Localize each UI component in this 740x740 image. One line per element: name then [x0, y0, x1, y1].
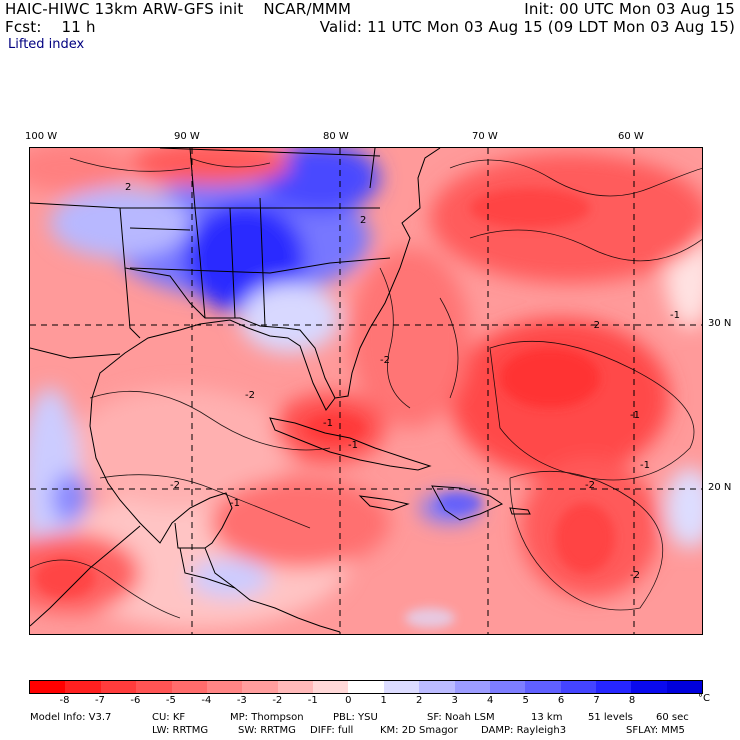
lat-lon-grid: [30, 148, 702, 634]
lon-label-90w: 90 W: [174, 131, 200, 142]
model-info-km: KM: 2D Smagor: [380, 725, 458, 736]
colorbar-cell: [136, 681, 172, 693]
header-title: HAIC-HIWC 13km ARW-GFS init NCAR/MMM: [5, 0, 352, 18]
colorbar-cell: [65, 681, 101, 693]
colorbar-tick-label: -1: [307, 695, 318, 706]
colorbar-cell: [525, 681, 561, 693]
colorbar-cell: [348, 681, 384, 693]
colorbar-tick-label: 1: [380, 695, 387, 706]
lifted-index-map: 2 -1 2 -2 -2 -2 -1 -2 -2 -2 -1 -1 -1 -1: [29, 147, 703, 635]
contour-label: -1: [348, 440, 358, 451]
contour-label: 2: [360, 215, 366, 226]
colorbar-tick-label: 5: [522, 695, 529, 706]
colorbar-cell: [242, 681, 278, 693]
lat-label-20n: 20 N: [708, 482, 732, 493]
model-info-sf: SF: Noah LSM: [427, 712, 495, 723]
colorbar-tick-label: 3: [451, 695, 458, 706]
colorbar-cell: [100, 681, 137, 693]
model-info-levels: 51 levels: [588, 712, 633, 723]
colorbar-tick-label: -6: [130, 695, 141, 706]
contour-label: -1: [323, 418, 333, 429]
header-init-time: Init: 00 UTC Mon 03 Aug 15: [524, 0, 735, 18]
colorbar-tick-label: 2: [416, 695, 423, 706]
model-info-damp: DAMP: Rayleigh3: [481, 725, 567, 736]
contour-label: -1: [630, 410, 640, 421]
model-info-lw: LW: RRTMG: [152, 725, 209, 736]
colorbar-tick-label: -8: [59, 695, 70, 706]
colorbar-cell: [313, 681, 349, 693]
colorbar-tick-label: -2: [272, 695, 283, 706]
colorbar-cell: [30, 681, 66, 693]
contour-label: -2: [585, 480, 595, 491]
contour-label: -2: [380, 355, 390, 366]
colorbar-cell: [419, 681, 455, 693]
colorbar-cell: [489, 681, 526, 693]
model-info-mp: MP: Thompson: [230, 712, 304, 723]
colorbar-cell: [383, 681, 420, 693]
model-info-sflay: SFLAY: MM5: [626, 725, 685, 736]
lat-label-30n: 30 N: [708, 318, 732, 329]
model-info-sw: SW: RRTMG: [238, 725, 296, 736]
model-info-timestep: 60 sec: [656, 712, 689, 723]
lon-label-70w: 70 W: [472, 131, 498, 142]
colorbar-tick-label: 8: [628, 695, 636, 706]
model-info-cu: CU: KF: [152, 712, 186, 723]
contour-label: -1: [670, 310, 680, 321]
field-name: Lifted index: [8, 37, 85, 52]
colorbar-tick-label: 4: [486, 695, 494, 706]
contour-label: 2: [125, 182, 131, 193]
colorbar-tick-label: 0: [345, 695, 352, 706]
model-info-diff: DIFF: full: [310, 725, 354, 736]
colorbar-cell: [631, 681, 667, 693]
colorbar: [29, 680, 703, 694]
contour-label: -2: [630, 570, 640, 581]
colorbar-tick-label: 6: [557, 695, 565, 706]
contour-label: -2: [590, 320, 600, 331]
colorbar-tick-label: -7: [94, 695, 105, 706]
contour-label: -1: [640, 460, 650, 471]
colorbar-cell: [560, 681, 596, 693]
model-info-pbl: PBL: YSU: [333, 712, 378, 723]
colorbar-cell: [171, 681, 207, 693]
lon-label-60w: 60 W: [618, 131, 644, 142]
contour-label: -2: [245, 390, 255, 401]
colorbar-cell: [454, 681, 490, 693]
lon-label-80w: 80 W: [323, 131, 349, 142]
model-info-version: Model Info: V3.7: [30, 712, 112, 723]
colorbar-tick-label: -3: [236, 695, 247, 706]
colorbar-cell: [596, 681, 632, 693]
contour-lines: [30, 157, 702, 619]
contour-label: -2: [170, 480, 180, 491]
model-info-resolution: 13 km: [531, 712, 563, 723]
contour-label: -1: [230, 498, 240, 509]
header-forecast-hour: Fcst: 11 h: [5, 18, 96, 36]
colorbar-cell: [666, 681, 703, 693]
colorbar-unit: °C: [698, 693, 710, 704]
colorbar-tick-label: -5: [165, 695, 176, 706]
field-detail: [35, 188, 615, 628]
colorbar-cell: [277, 681, 313, 693]
coastlines: [30, 148, 531, 633]
contour-labels: 2 -1 2 -2 -2 -2 -1 -2 -2 -2 -1 -1 -1 -1: [125, 182, 680, 581]
lon-label-100w: 100 W: [25, 131, 58, 142]
map-canvas: 2 -1 2 -2 -2 -2 -1 -2 -2 -2 -1 -1 -1 -1: [30, 148, 702, 634]
header-valid-time: Valid: 11 UTC Mon 03 Aug 15 (09 LDT Mon …: [319, 18, 735, 36]
colorbar-cell: [206, 681, 243, 693]
colorbar-tick-label: -4: [201, 695, 212, 706]
colorbar-tick-label: 7: [593, 695, 600, 706]
